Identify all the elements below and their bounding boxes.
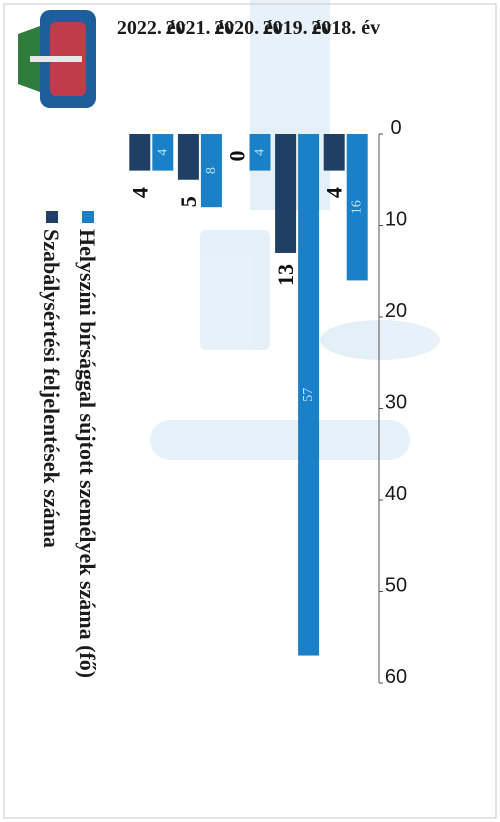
data-label-series-1: 4 xyxy=(155,149,170,156)
bar-series-0 xyxy=(177,134,199,180)
data-label-series-1: 4 xyxy=(253,149,268,156)
bar-series-1 xyxy=(249,134,271,171)
y-axis: 0 10 20 30 40 50 60 xyxy=(378,117,407,688)
legend-entry-helyszini-birsag: Helyszíni bírsággal sújtott személyek sz… xyxy=(75,211,100,678)
data-label-series-0: 5 xyxy=(176,196,201,207)
data-label-series-1: 16 xyxy=(350,200,365,214)
category-label: 2021. év xyxy=(165,17,234,39)
legend-entry-feljelentesek: Szabálysértési feljelentések száma xyxy=(39,211,64,548)
bar-series-1 xyxy=(152,134,174,171)
y-tick-label: 20 xyxy=(385,300,407,322)
data-label-series-1: 57 xyxy=(301,388,316,402)
data-label-series-0: 13 xyxy=(273,264,298,286)
chart-legend: Szabálysértési feljelentések száma Helys… xyxy=(39,211,100,678)
legend-swatch xyxy=(82,211,94,223)
bar-series-1 xyxy=(298,134,320,656)
y-tick-label: 50 xyxy=(385,575,407,597)
bar-series-0 xyxy=(129,134,151,171)
data-label-series-0: 0 xyxy=(225,151,250,162)
municipal-coat-of-arms-icon xyxy=(18,10,96,108)
bar-series-0 xyxy=(323,134,345,171)
data-label-series-0: 4 xyxy=(127,187,152,198)
y-tick-label: 10 xyxy=(385,209,407,231)
legend-label: Szabálysértési feljelentések száma xyxy=(39,229,64,548)
bar-series-0 xyxy=(275,134,297,253)
data-label-series-0: 4 xyxy=(322,187,347,198)
y-tick-label: 0 xyxy=(390,117,401,139)
y-tick-label: 60 xyxy=(385,666,407,688)
data-label-series-1: 8 xyxy=(204,167,219,174)
y-tick-label: 30 xyxy=(385,392,407,414)
category-label: 2019. év xyxy=(263,17,332,39)
y-tick-label: 40 xyxy=(385,483,407,505)
category-label: 2022. év xyxy=(117,17,186,39)
category-label: 2020. év xyxy=(214,17,283,39)
legend-swatch xyxy=(46,211,58,223)
bar-series-1 xyxy=(200,134,222,208)
category-label: 2018. év xyxy=(311,17,380,39)
legend-label: Helyszíni bírsággal sújtott személyek sz… xyxy=(75,229,100,678)
bar-series-1 xyxy=(346,134,368,281)
